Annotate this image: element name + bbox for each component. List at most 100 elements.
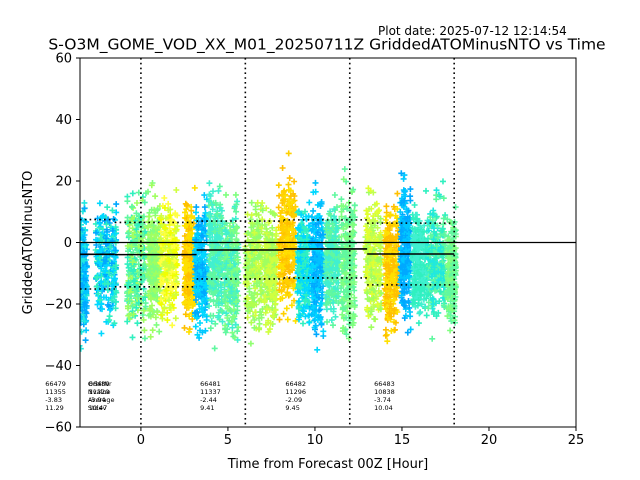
scatter-point <box>167 290 174 297</box>
scatter-point <box>200 273 207 280</box>
scatter-point <box>173 187 180 193</box>
scatter-point <box>80 275 82 277</box>
scatter-point <box>195 221 202 228</box>
scatter-point <box>160 240 166 247</box>
scatter-point <box>113 262 120 269</box>
scatter-point <box>142 228 148 235</box>
scatter-point <box>192 323 199 330</box>
scatter-point <box>331 192 338 198</box>
scatter-point <box>279 165 286 171</box>
scatter-point <box>96 220 103 227</box>
scatter-point <box>400 175 407 182</box>
scatter-point <box>154 218 161 225</box>
scatter-point <box>169 322 176 329</box>
scatter-point <box>152 193 159 200</box>
scatter-point <box>94 274 101 281</box>
scatter-point <box>161 195 168 201</box>
scatter-point <box>312 179 319 186</box>
scatter-point <box>133 226 140 233</box>
scatter-point <box>314 346 321 353</box>
scatter-point <box>168 216 175 223</box>
scatter-point <box>128 293 135 299</box>
scatter-point <box>187 274 194 281</box>
scatter-point <box>112 305 119 312</box>
scatter-point <box>130 268 137 275</box>
scatter-point <box>223 191 229 198</box>
scatter-point <box>125 264 132 271</box>
scatter-point <box>129 334 136 341</box>
scatter-point <box>154 207 161 214</box>
scatter-point <box>81 205 88 212</box>
scatter-point <box>81 318 88 325</box>
scatter-point <box>186 299 193 306</box>
scatter-point <box>168 268 175 275</box>
scatter-point <box>102 258 109 265</box>
scatter-point <box>148 182 155 189</box>
scatter-point <box>140 213 147 220</box>
scatter-point <box>332 313 339 320</box>
scatter-point <box>165 207 172 214</box>
scatter-point <box>160 279 167 286</box>
scatter-point <box>80 328 85 335</box>
scatter-point <box>198 240 205 247</box>
scatter-point <box>383 203 390 210</box>
scatter-point <box>80 257 87 264</box>
scatter-point <box>98 265 105 272</box>
scatter-point <box>106 220 113 226</box>
scatter-point <box>207 325 214 332</box>
scatter-point <box>103 226 110 233</box>
scatter-point <box>351 202 358 209</box>
scatter-point <box>280 310 287 317</box>
scatter-point <box>124 198 131 205</box>
scatter-point <box>96 254 103 261</box>
scatter-point <box>166 273 172 280</box>
scatter-point <box>183 244 190 251</box>
scatter-point <box>211 345 218 352</box>
scatter-point <box>166 297 172 304</box>
scatter-point <box>97 296 104 303</box>
scatter-point <box>146 213 153 220</box>
scatter-point <box>172 291 179 298</box>
scatter-point <box>157 235 164 242</box>
scatter-point <box>129 225 136 232</box>
scatter-point <box>152 314 159 321</box>
scatter-point <box>113 298 119 305</box>
scatter-point <box>157 228 164 235</box>
scatter-point <box>125 271 132 278</box>
scatter-point <box>330 322 336 329</box>
scatter-point <box>98 278 105 285</box>
scatter-point <box>110 216 117 222</box>
scatter-point <box>193 209 199 216</box>
scatter-point <box>103 235 110 242</box>
scatter-point <box>145 219 152 226</box>
plot-marks <box>80 150 459 353</box>
scatter-point <box>341 166 348 173</box>
scatter-point <box>81 265 88 272</box>
scatter-point <box>197 320 203 326</box>
scatter-point <box>83 310 90 317</box>
scatter-point <box>174 212 181 219</box>
scatter-point <box>181 324 188 331</box>
scatter-point <box>194 331 201 338</box>
scatter-point <box>147 305 154 312</box>
scatter-point <box>129 204 135 211</box>
scatter-point <box>140 275 147 282</box>
scatter-point <box>146 267 153 274</box>
scatter-point <box>81 199 88 206</box>
scatter-point <box>124 318 131 325</box>
scatter-cluster <box>261 205 280 335</box>
scatter-point <box>147 295 154 301</box>
scatter-point <box>306 199 313 206</box>
scatter-point <box>394 190 401 197</box>
scatter-point <box>139 232 146 239</box>
scatter-point <box>182 209 188 216</box>
scatter-point <box>383 331 390 338</box>
scatter-point <box>96 200 103 207</box>
scatter-point <box>173 228 180 234</box>
scatter-point <box>286 175 293 182</box>
scatter-point <box>141 335 148 342</box>
scatter-point <box>131 278 138 285</box>
scatter-point <box>169 284 176 291</box>
scatter-point <box>158 212 165 219</box>
scatter-point <box>147 333 154 340</box>
